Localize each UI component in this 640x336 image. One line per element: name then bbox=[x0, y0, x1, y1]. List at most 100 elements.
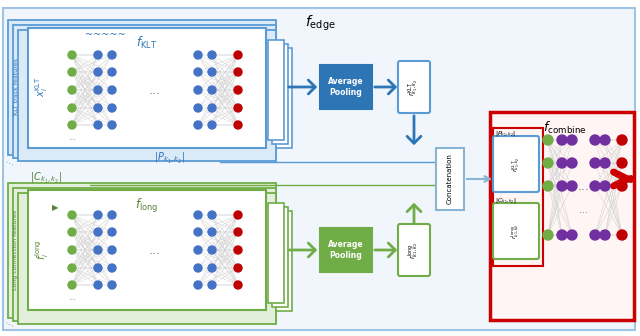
Circle shape bbox=[557, 158, 567, 168]
FancyBboxPatch shape bbox=[398, 224, 430, 276]
Circle shape bbox=[208, 211, 216, 219]
Text: $r_{k_1,k_2}^{\mathrm{long}}$: $r_{k_1,k_2}^{\mathrm{long}}$ bbox=[407, 241, 421, 259]
Circle shape bbox=[68, 86, 76, 94]
Circle shape bbox=[557, 135, 567, 145]
Text: $f_{\mathrm{long}}$: $f_{\mathrm{long}}$ bbox=[136, 197, 159, 215]
Circle shape bbox=[234, 228, 242, 236]
Circle shape bbox=[590, 158, 600, 168]
Bar bbox=[13, 188, 276, 321]
Circle shape bbox=[234, 86, 242, 94]
Circle shape bbox=[600, 181, 610, 191]
Text: ...: ... bbox=[4, 156, 17, 169]
Circle shape bbox=[600, 230, 610, 240]
Text: $f_{\mathrm{KLT}}$: $f_{\mathrm{KLT}}$ bbox=[136, 35, 157, 51]
Circle shape bbox=[68, 121, 76, 129]
Bar bbox=[320, 65, 372, 109]
Circle shape bbox=[600, 158, 610, 168]
Circle shape bbox=[617, 158, 627, 168]
Text: $r_{k_1,k_2}^{\mathrm{KLT}}$: $r_{k_1,k_2}^{\mathrm{KLT}}$ bbox=[407, 78, 421, 96]
Bar bbox=[268, 40, 284, 140]
Circle shape bbox=[208, 51, 216, 59]
Circle shape bbox=[68, 211, 76, 219]
Circle shape bbox=[108, 51, 116, 59]
Text: Long connection features: Long connection features bbox=[13, 210, 19, 290]
Circle shape bbox=[108, 211, 116, 219]
Circle shape bbox=[94, 211, 102, 219]
Circle shape bbox=[567, 181, 577, 191]
Circle shape bbox=[68, 281, 76, 289]
Circle shape bbox=[94, 246, 102, 254]
Circle shape bbox=[68, 104, 76, 112]
Circle shape bbox=[94, 51, 102, 59]
Text: $f_{\mathrm{edge}}$: $f_{\mathrm{edge}}$ bbox=[305, 14, 335, 33]
Text: $|C_{k_1,k_2}|$: $|C_{k_1,k_2}|$ bbox=[495, 197, 516, 206]
Circle shape bbox=[94, 264, 102, 272]
Circle shape bbox=[543, 230, 553, 240]
Bar bbox=[8, 20, 276, 155]
Circle shape bbox=[234, 51, 242, 59]
FancyBboxPatch shape bbox=[493, 136, 539, 192]
Circle shape bbox=[208, 264, 216, 272]
Bar bbox=[276, 48, 292, 148]
Circle shape bbox=[68, 228, 76, 236]
Text: Average
Pooling: Average Pooling bbox=[328, 77, 364, 97]
Circle shape bbox=[68, 51, 76, 59]
Text: ...: ... bbox=[149, 84, 161, 96]
Bar bbox=[28, 190, 266, 310]
Circle shape bbox=[557, 230, 567, 240]
Text: ...: ... bbox=[579, 205, 589, 215]
Bar bbox=[268, 203, 284, 303]
Circle shape bbox=[234, 68, 242, 76]
Circle shape bbox=[617, 230, 627, 240]
Bar bbox=[272, 207, 288, 307]
Text: KLT track features: KLT track features bbox=[13, 58, 19, 116]
Bar bbox=[276, 211, 292, 311]
Circle shape bbox=[234, 211, 242, 219]
Circle shape bbox=[94, 228, 102, 236]
Circle shape bbox=[590, 181, 600, 191]
Circle shape bbox=[567, 230, 577, 240]
Text: Concatenation: Concatenation bbox=[447, 154, 453, 204]
Circle shape bbox=[94, 86, 102, 94]
Circle shape bbox=[208, 281, 216, 289]
Text: Average
Pooling: Average Pooling bbox=[328, 240, 364, 260]
Circle shape bbox=[194, 86, 202, 94]
Circle shape bbox=[194, 51, 202, 59]
Circle shape bbox=[94, 281, 102, 289]
Text: $f_i^{\mathrm{long}}$: $f_i^{\mathrm{long}}$ bbox=[33, 240, 51, 260]
Bar bbox=[28, 28, 266, 148]
Circle shape bbox=[194, 68, 202, 76]
Circle shape bbox=[543, 158, 553, 168]
Circle shape bbox=[68, 246, 76, 254]
Circle shape bbox=[108, 228, 116, 236]
Circle shape bbox=[194, 264, 202, 272]
Circle shape bbox=[590, 230, 600, 240]
Circle shape bbox=[194, 228, 202, 236]
Bar bbox=[493, 128, 543, 266]
Text: $|P_{k_1,k_2}|$: $|P_{k_1,k_2}|$ bbox=[154, 151, 186, 166]
Circle shape bbox=[194, 246, 202, 254]
Circle shape bbox=[617, 181, 627, 191]
Circle shape bbox=[234, 104, 242, 112]
Circle shape bbox=[208, 228, 216, 236]
Circle shape bbox=[94, 104, 102, 112]
Circle shape bbox=[194, 281, 202, 289]
Text: $f_{\mathrm{combine}}$: $f_{\mathrm{combine}}$ bbox=[543, 120, 587, 136]
Circle shape bbox=[557, 181, 567, 191]
Circle shape bbox=[600, 135, 610, 145]
Bar bbox=[18, 30, 276, 161]
Bar bbox=[8, 183, 276, 318]
Text: ~~~~~: ~~~~~ bbox=[85, 30, 125, 40]
FancyBboxPatch shape bbox=[493, 203, 539, 259]
Circle shape bbox=[208, 104, 216, 112]
Circle shape bbox=[543, 181, 553, 191]
Circle shape bbox=[194, 121, 202, 129]
Text: ...: ... bbox=[149, 244, 161, 256]
Circle shape bbox=[68, 68, 76, 76]
Text: ...: ... bbox=[68, 294, 76, 302]
Bar bbox=[13, 25, 276, 158]
Circle shape bbox=[94, 121, 102, 129]
Circle shape bbox=[208, 68, 216, 76]
Text: $|P_{k_1,k_2}|$: $|P_{k_1,k_2}|$ bbox=[495, 130, 516, 139]
Text: $|C_{k_1,k_2}|$: $|C_{k_1,k_2}|$ bbox=[30, 170, 62, 185]
